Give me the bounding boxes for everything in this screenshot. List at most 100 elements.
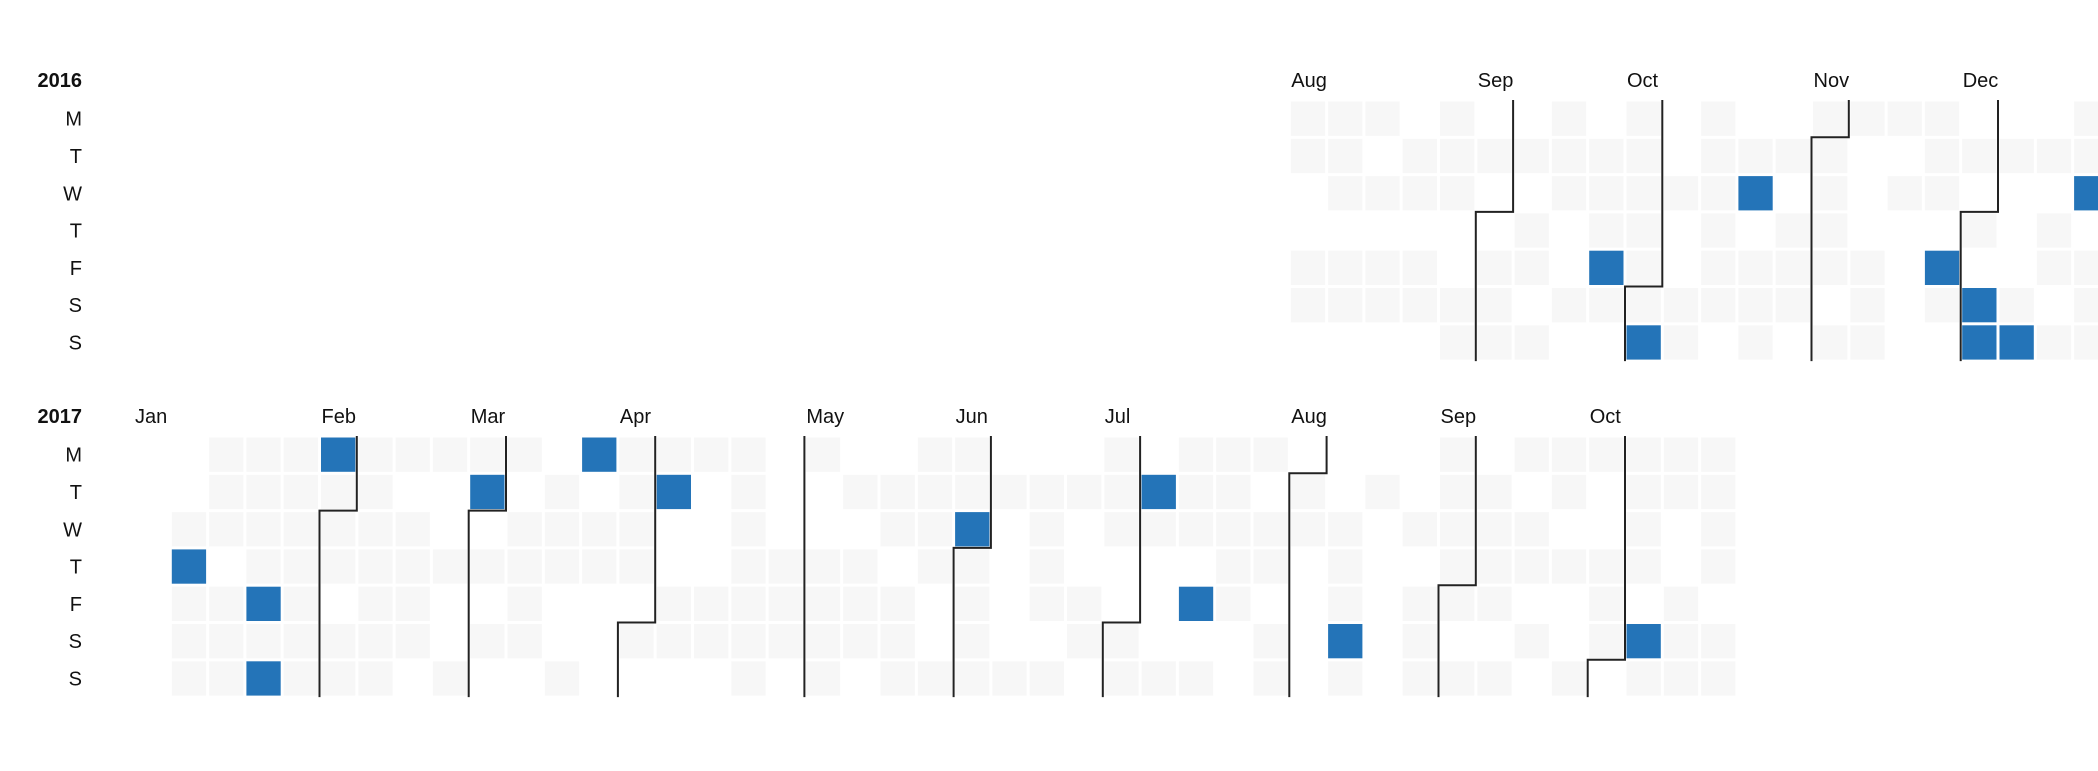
day-cell [1551,288,1587,323]
day-cell [283,549,318,584]
day-cell [1477,512,1512,547]
day-cell [1514,512,1549,547]
day-cell [1440,437,1475,472]
month-label: Aug [1291,70,1327,92]
day-cell [171,624,207,659]
day-cell [1402,512,1437,547]
day-cell [1701,512,1736,547]
day-cell [1029,512,1064,547]
day-cell [880,512,915,547]
day-cell [1216,437,1251,472]
day-cell [2074,138,2098,174]
day-cell [1104,512,1139,547]
day-cell [1663,586,1699,621]
day-cell [246,437,281,472]
day-cell-active [1738,176,1773,211]
day-cell [694,586,729,621]
day-cell [2074,288,2098,323]
day-cell [1328,586,1363,621]
day-cell [1738,325,1773,360]
month-label: Sep [1478,70,1514,92]
day-cell [1626,549,1661,584]
day-cell [209,624,244,659]
month-label: Oct [1627,70,1659,92]
day-cell-active [1626,624,1661,659]
day-cell [544,549,580,584]
day-cell [321,661,356,696]
day-cell [2074,250,2098,285]
day-cell [246,624,281,659]
day-cell [843,624,878,659]
day-cell-active [1999,325,2034,360]
day-cell [358,661,393,696]
day-cell [731,437,766,472]
day-cell [507,549,542,584]
day-cell [1701,213,1736,248]
day-cell [321,512,356,547]
day-cell [1514,213,1549,248]
day-cell [731,624,766,659]
day-cell [1178,512,1214,547]
day-cell [955,624,990,659]
day-cell [1440,512,1475,547]
day-cell [1663,325,1699,360]
day-cell [1813,325,1848,360]
day-cell [768,549,803,584]
day-cell [880,474,915,510]
day-label: S [69,668,82,690]
day-cell [1216,549,1251,584]
day-cell [1216,512,1251,547]
day-cell [358,624,393,659]
day-cell [1738,250,1773,285]
day-cell [1178,474,1214,510]
day-cell [1850,288,1885,323]
day-cell [1216,474,1251,510]
day-cell [1477,288,1512,323]
day-cell-active [321,437,356,472]
day-cell [1887,101,1922,136]
day-cell [619,474,654,510]
month-boundary-line [1437,436,1477,698]
day-cell [395,549,430,584]
day-label: T [70,146,82,168]
day-label: S [69,631,82,653]
day-cell [1328,138,1363,174]
day-label: W [63,519,82,541]
day-cell [1887,176,1922,211]
day-cell [1775,250,1810,285]
day-cell [1365,101,1400,136]
day-cell [805,624,841,659]
day-cell [1328,661,1363,696]
month-label: Sep [1441,406,1477,428]
month-label: Jun [956,406,988,428]
day-cell [1365,176,1400,211]
day-cell [1551,661,1587,696]
day-cell [1141,512,1176,547]
day-cell [917,437,953,472]
day-cell [619,549,654,584]
day-cell [805,437,841,472]
day-cell [1328,549,1363,584]
day-cell [1477,586,1512,621]
day-cell [1551,474,1587,510]
day-cell [171,661,207,696]
day-cell [544,661,580,696]
day-cell-active [1141,474,1176,510]
day-cell [1850,325,1885,360]
day-cell [1924,138,1960,174]
day-cell-active [246,586,281,621]
day-cell-active [1328,624,1363,659]
day-cell [507,624,542,659]
day-cell [1813,213,1848,248]
day-cell [1999,138,2034,174]
day-cell [1701,437,1736,472]
day-cell [1514,250,1549,285]
day-cell [1551,176,1587,211]
day-cell [694,437,729,472]
day-cell [544,474,580,510]
day-cell [358,512,393,547]
day-cell [395,586,430,621]
month-boundary-line [318,436,358,698]
day-cell [917,512,953,547]
day-cell [731,586,766,621]
